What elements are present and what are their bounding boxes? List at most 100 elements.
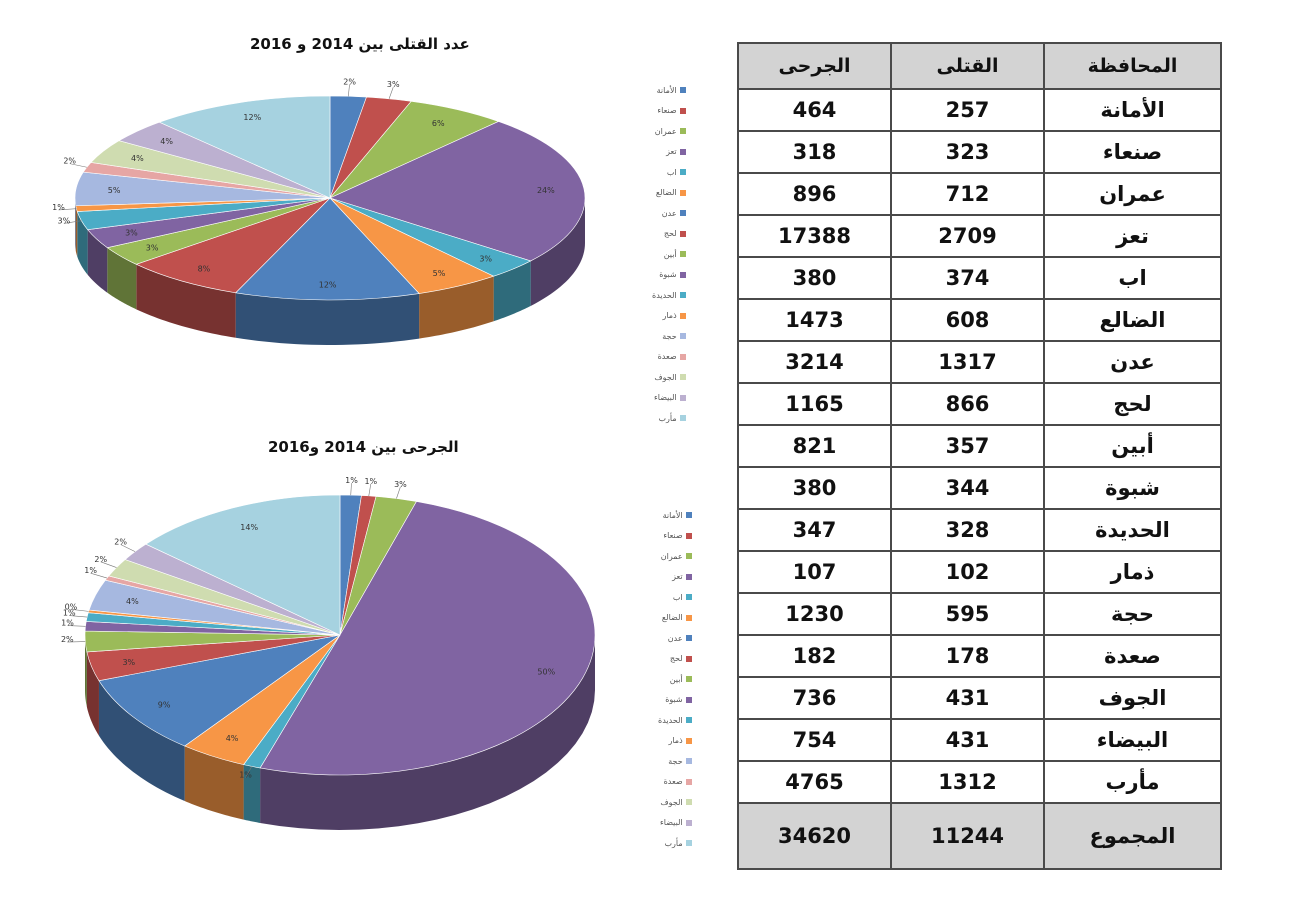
legend-item: عدن [658, 628, 692, 649]
legend-swatch [679, 312, 686, 319]
pie-data-label: 1% [239, 771, 252, 780]
legend-swatch [685, 594, 692, 601]
cell-killed: 712 [890, 172, 1045, 216]
legend-swatch [685, 553, 692, 560]
pie-data-label: 5% [108, 186, 121, 195]
pie-data-label: 4% [160, 137, 173, 146]
cell-killed: 866 [890, 382, 1045, 426]
pie-slice-side [77, 211, 88, 275]
pie-label-leader [368, 483, 372, 496]
legend-label: الجوف [654, 372, 677, 382]
pie-slice [135, 197, 331, 294]
pie-slice-side [184, 746, 244, 820]
legend-swatch [679, 189, 686, 196]
legend-swatch [679, 128, 686, 135]
legend-item: حجة [652, 326, 686, 347]
pie-slice-side [260, 635, 595, 830]
legend-item: الحديدة [658, 710, 692, 731]
legend-swatch [685, 717, 692, 724]
pie-data-label: 12% [243, 113, 261, 122]
legend-item: ذمار [652, 306, 686, 327]
pie-data-label: 24% [537, 186, 555, 195]
legend-item: أبين [652, 244, 686, 265]
pie-data-label: 0% [65, 602, 78, 611]
legend-label: ذمار [668, 736, 683, 746]
pie-data-label: 3% [479, 254, 492, 263]
legend-item: صعدة [658, 772, 692, 793]
cell-injured: 1230 [737, 592, 892, 636]
legend-label: البيضاء [660, 818, 683, 828]
legend-item: اب [652, 162, 686, 183]
pie-slice-side [85, 635, 87, 707]
pie-label-leader [347, 84, 350, 97]
legend-swatch [685, 573, 692, 580]
cell-governorate: تعز [1043, 214, 1222, 258]
injured-pie-chart: 1% 1% 3%50%1%4%9%3%2%1%1%0%4%1%2%2%14% [61, 476, 596, 830]
cell-governorate: حجة [1043, 592, 1222, 636]
legend-item: صنعاء [658, 526, 692, 547]
cell-injured: 3214 [737, 340, 892, 384]
pie-data-label: 2% [63, 157, 76, 166]
pie-data-label: 2% [114, 538, 127, 547]
legend-swatch [685, 737, 692, 744]
legend-item: صعدة [652, 347, 686, 368]
legend-label: صنعاء [657, 106, 677, 116]
cell-killed: 595 [890, 592, 1045, 636]
table-row: أبين 357 821 [737, 424, 1222, 468]
table-row: تعز 2709 17388 [737, 214, 1222, 258]
table-row: عدن 1317 3214 [737, 340, 1222, 384]
cell-killed: 178 [890, 634, 1045, 678]
cell-killed: 431 [890, 718, 1045, 762]
header-injured: الجرحى [737, 42, 892, 90]
pie-slice [145, 494, 341, 636]
legend-item: أبين [658, 669, 692, 690]
cell-governorate: صعدة [1043, 634, 1222, 678]
legend-label: اب [672, 592, 683, 602]
injured-legend: الأمانة صنعاء عمران تعز اب الضالع عدن لحج أبين شب… [658, 505, 692, 854]
pie-label-leader [67, 625, 86, 627]
legend-label: حجة [668, 756, 683, 766]
legend-label: الضالع [655, 188, 677, 198]
legend-label: مأرب [658, 413, 677, 423]
pie-data-label: 3% [387, 80, 400, 89]
legend-label: البيضاء [654, 393, 677, 403]
killed-legend: الأمانة صنعاء عمران تعز اب الضالع عدن لحج أبين شب… [652, 80, 686, 429]
legend-label: صنعاء [663, 531, 683, 541]
cell-killed: 328 [890, 508, 1045, 552]
legend-label: أبين [663, 249, 677, 259]
cell-killed: 431 [890, 676, 1045, 720]
pie-label-leader [69, 615, 88, 618]
legend-item: البيضاء [652, 388, 686, 409]
table-row: الجوف 431 736 [737, 676, 1222, 720]
legend-item: حجة [658, 751, 692, 772]
legend-item: تعز [652, 142, 686, 163]
legend-label: شبوة [665, 695, 683, 705]
table-header-row: المحافظة القتلى الجرحى [737, 42, 1222, 90]
table-row: مأرب 1312 4765 [737, 760, 1222, 804]
cell-killed: 257 [890, 88, 1045, 132]
cell-governorate: الحديدة [1043, 508, 1222, 552]
pie-slice [98, 634, 341, 747]
pie-label-leader [120, 544, 136, 552]
legend-label: ذمار [662, 311, 677, 321]
legend-label: عدن [661, 208, 677, 218]
legend-label: الجوف [660, 797, 683, 807]
legend-swatch [685, 799, 692, 806]
cell-governorate: شبوة [1043, 466, 1222, 510]
pie-data-label: 3% [58, 216, 71, 225]
legend-swatch [679, 148, 686, 155]
pie-slice-side [530, 198, 585, 306]
pie-data-label: 4% [131, 154, 144, 163]
cell-governorate: أبين [1043, 424, 1222, 468]
cell-governorate: عدن [1043, 340, 1222, 384]
pie-label-leader [69, 163, 87, 168]
killed-pie-chart: 2% 3% 6% 24% 3% 5% 12% 8% 3% 3% 3% 1% 5% 2% 4% 4% 12% [52, 77, 586, 345]
pie-label-leader [388, 87, 394, 99]
legend-item: الجوف [652, 367, 686, 388]
cell-killed: 374 [890, 256, 1045, 300]
total-label: المجموع [1043, 802, 1222, 870]
pie-slice [329, 121, 586, 262]
legend-item: الأمانة [658, 505, 692, 526]
legend-label: تعز [672, 572, 683, 582]
pie-data-label: 3% [394, 480, 407, 489]
